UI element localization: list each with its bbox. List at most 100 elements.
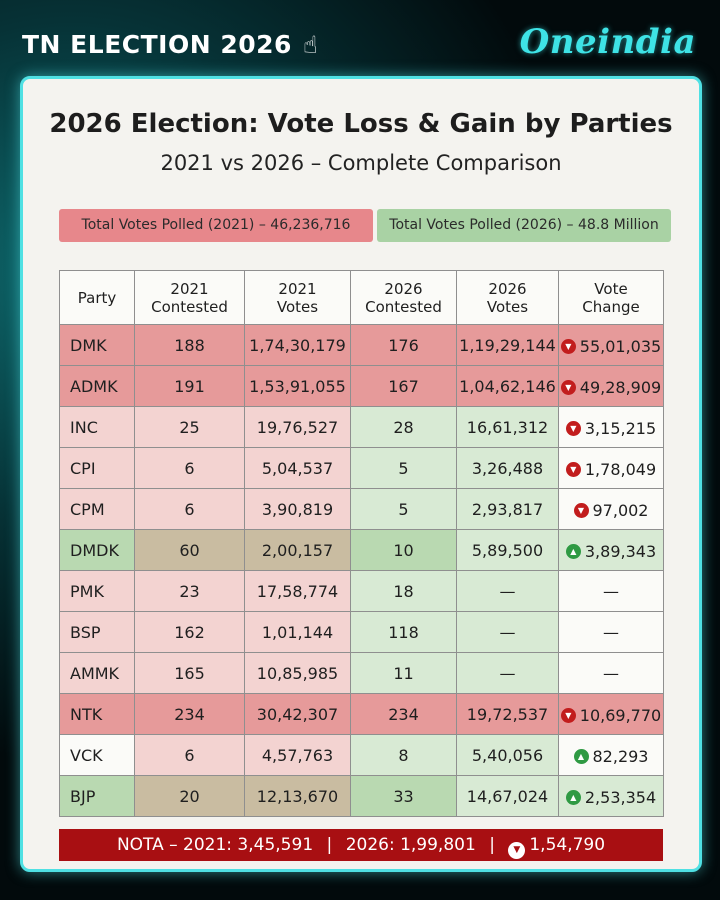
- column-header: Vote Change: [558, 270, 664, 325]
- vote-change-value: 49,28,909: [579, 378, 662, 398]
- down-arrow-icon: ▼: [565, 421, 581, 437]
- down-arrow-icon: ▼: [573, 503, 589, 519]
- table-cell: 17,58,774: [244, 570, 351, 612]
- table-row: AMMK 165 10,85,985 11— —: [59, 652, 664, 694]
- table-cell: 3,26,488: [456, 447, 559, 489]
- table-cell: ▼ 49,28,909: [558, 365, 664, 407]
- table-cell: 19,72,537: [456, 693, 559, 735]
- column-header: 2021 Votes: [244, 270, 351, 325]
- table-cell: 30,42,307: [244, 693, 351, 735]
- table-cell: —: [456, 652, 559, 694]
- table-cell: 8: [350, 734, 457, 776]
- table-row: VCK 6 4,57,763 8 5,40,056 ▲ 82,293: [59, 734, 664, 776]
- table-cell: 12,13,670: [244, 775, 351, 817]
- top-bar: TN ELECTION 2026 ☝ Oneindia: [0, 0, 720, 80]
- nota-change: 1,54,790: [529, 835, 606, 855]
- table-row: BJP 20 12,13,670 33 14,67,024 ▲ 2,53,354: [59, 775, 664, 817]
- party-cell: DMK: [59, 324, 135, 366]
- table-cell: 18: [350, 570, 457, 612]
- table-cell: 5: [350, 447, 457, 489]
- table-cell: 188: [134, 324, 245, 366]
- table-cell: ▲ 3,89,343: [558, 529, 664, 571]
- table-cell: 3,90,819: [244, 488, 351, 530]
- table-cell: 176: [350, 324, 457, 366]
- party-cell: INC: [59, 406, 135, 448]
- election-label: TN ELECTION 2026 ☝: [22, 30, 318, 59]
- voting-hand-icon: ☝: [303, 31, 319, 59]
- table-cell: 2,00,157: [244, 529, 351, 571]
- table-cell: ▼ 1,78,049: [558, 447, 664, 489]
- table-cell: —: [456, 570, 559, 612]
- nota-divider: |: [489, 835, 495, 855]
- table-cell: 11: [350, 652, 457, 694]
- table-cell: —: [456, 611, 559, 653]
- column-header: 2021 Contested: [134, 270, 245, 325]
- vote-change-value: 3,15,215: [584, 419, 657, 439]
- table-body: DMK 188 1,74,30,179 176 1,19,29,144 ▼ 55,01,03…: [59, 324, 664, 817]
- vote-change-value: 82,293: [592, 747, 649, 767]
- table-cell: 5: [350, 488, 457, 530]
- total-votes-2021-badge: Total Votes Polled (2021) – 46,236,716: [59, 209, 373, 242]
- table-cell: 234: [134, 693, 245, 735]
- vote-change-indicator: ▼ 97,002: [573, 501, 648, 520]
- table-cell: 191: [134, 365, 245, 407]
- table-cell: 234: [350, 693, 457, 735]
- page-subtitle: 2021 vs 2026 – Complete Comparison: [160, 151, 562, 175]
- table-cell: ▼ 3,15,215: [558, 406, 664, 448]
- up-arrow-icon: ▲: [573, 749, 589, 765]
- vote-change-indicator: ▲ 82,293: [573, 747, 649, 767]
- table-row: CPM 6 3,90,819 5 2,93,817 ▼ 97,002: [59, 488, 664, 530]
- column-header: 2026 Contested: [350, 270, 457, 325]
- table-cell: —: [558, 570, 664, 612]
- table-cell: 165: [134, 652, 245, 694]
- column-header: 2026 Votes: [456, 270, 559, 325]
- vote-change-indicator: ▲ 3,89,343: [565, 542, 656, 561]
- table-cell: 6: [134, 447, 245, 489]
- party-cell: PMK: [59, 570, 135, 612]
- vote-change-indicator: ▼ 3,15,215: [565, 419, 657, 439]
- party-cell: NTK: [59, 693, 135, 735]
- party-cell: BSP: [59, 611, 135, 653]
- table-cell: ▼ 55,01,035: [558, 324, 664, 366]
- table-cell: 2,93,817: [456, 488, 559, 530]
- table-cell: 1,01,144: [244, 611, 351, 653]
- up-arrow-icon: ▲: [565, 790, 581, 806]
- election-label-text: TN ELECTION 2026: [22, 30, 292, 59]
- down-arrow-icon: ▼: [560, 380, 576, 396]
- table-cell: 14,67,024: [456, 775, 559, 817]
- table-cell: 20: [134, 775, 245, 817]
- table-cell: 28: [350, 406, 457, 448]
- party-cell: ADMK: [59, 365, 135, 407]
- table-cell: 5,40,056: [456, 734, 559, 776]
- table-cell: 23: [134, 570, 245, 612]
- vote-change-indicator: ▲ 2,53,354: [565, 788, 657, 808]
- party-cell: DMDK: [59, 529, 135, 571]
- table-cell: 1,19,29,144: [456, 324, 559, 366]
- table-row: PMK 23 17,58,774 18— —: [59, 570, 664, 612]
- table-cell: 5,04,537: [244, 447, 351, 489]
- vote-change-indicator: ▼ 1,78,049: [565, 460, 656, 479]
- table-cell: 10: [350, 529, 457, 571]
- nota-2026-label: 2026: 1,99,801: [345, 835, 476, 855]
- table-row: BSP 162 1,01,144 118— —: [59, 611, 664, 653]
- table-cell: 1,53,91,055: [244, 365, 351, 407]
- table-cell: 5,89,500: [456, 529, 559, 571]
- table-cell: ▼ 10,69,770: [558, 693, 664, 735]
- table-cell: 4,57,763: [244, 734, 351, 776]
- table-row: NTK 234 30,42,307 234 19,72,537 ▼ 10,69,770: [59, 693, 664, 735]
- nota-divider: |: [326, 835, 333, 855]
- table-cell: 19,76,527: [244, 406, 351, 448]
- table-cell: 162: [134, 611, 245, 653]
- vote-change-indicator: ▼ 55,01,035: [560, 337, 661, 356]
- table-cell: 167: [350, 365, 457, 407]
- vote-change-indicator: ▼ 49,28,909: [560, 378, 662, 398]
- column-header: Party: [59, 270, 135, 325]
- nota-2021-label: NOTA – 2021: 3,45,591: [116, 835, 314, 855]
- table-cell: 1,04,62,146: [456, 365, 559, 407]
- results-table: Party 2021 Contested 2021 Votes 2026 Contested…: [59, 270, 664, 817]
- vote-change-value: 2,53,354: [584, 788, 657, 808]
- down-arrow-icon: ▼: [560, 339, 576, 355]
- table-cell: 60: [134, 529, 245, 571]
- brand-logo: Oneindia: [519, 22, 696, 62]
- party-cell: CPI: [59, 447, 135, 489]
